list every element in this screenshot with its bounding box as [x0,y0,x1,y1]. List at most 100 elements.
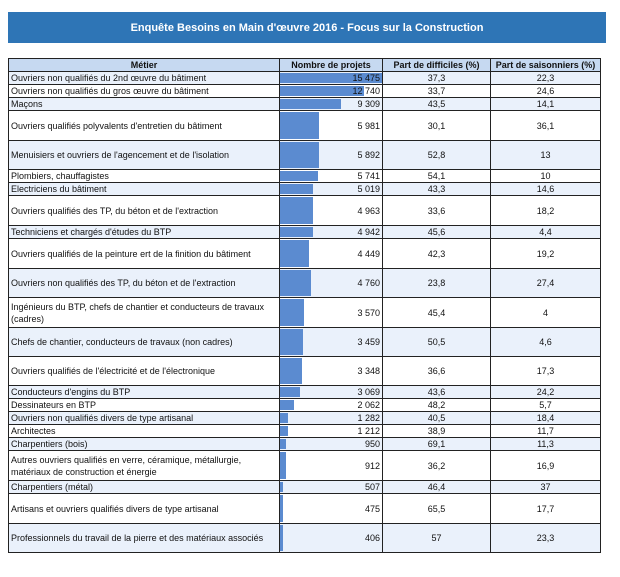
table-row: Charpentiers (bois) 950 69,1 11,3 [8,437,601,451]
data-bar [280,495,284,522]
projets-value: 475 [364,503,380,514]
table-row: Dessinateurs en BTP 2 062 48,2 5,7 [8,398,601,412]
projets-value: 406 [364,533,380,543]
projets-value: 5 981 [357,120,380,131]
data-bar [280,439,287,449]
metier-cell: Ouvriers non qualifiés du 2nd œuvre du b… [8,71,280,85]
metier-cell: Ouvriers qualifiés de l'électricité et d… [8,356,280,386]
difficiles-cell: 23,8 [382,268,491,298]
projets-value: 5 741 [357,171,380,181]
metier-cell: Autres ouvriers qualifiés en verre, céra… [8,450,280,481]
difficiles-cell: 50,5 [382,327,491,357]
data-bar [280,73,382,83]
data-bar [280,99,342,109]
data-bar [280,413,289,423]
table-row: Ingénieurs du BTP, chefs de chantier et … [8,297,601,328]
saisonniers-cell: 18,4 [490,411,601,425]
data-bar [280,227,313,237]
table-body: Ouvriers non qualifiés du 2nd œuvre du b… [8,71,601,553]
saisonniers-cell: 16,9 [490,450,601,481]
data-bar [280,240,310,267]
data-bar [280,329,303,355]
saisonniers-cell: 13 [490,140,601,170]
saisonniers-cell: 24,6 [490,84,601,98]
projets-value: 1 282 [357,413,380,423]
difficiles-cell: 37,3 [382,71,491,85]
data-bar [280,299,304,326]
metier-cell: Ouvriers qualifiés de la peinture ert de… [8,238,280,269]
projets-cell: 3 459 [279,327,383,357]
projets-cell: 912 [279,450,383,481]
difficiles-cell: 54,1 [382,169,491,183]
projets-cell: 1 212 [279,424,383,438]
metier-cell: Ouvriers non qualifiés des TP, du béton … [8,268,280,298]
metier-cell: Techniciens et chargés d'études du BTP [8,225,280,239]
data-bar [280,171,318,181]
data-bar [280,482,284,492]
projets-value: 12 740 [352,86,380,96]
header-projets[interactable]: Nombre de projets [279,58,383,72]
table-row: Charpentiers (métal) 507 46,4 37 [8,480,601,494]
projets-cell: 3 348 [279,356,383,386]
projets-value: 9 309 [357,99,380,109]
table-row: Conducteurs d'engins du BTP 3 069 43,6 24,2 [8,385,601,399]
projets-cell: 5 981 [279,110,383,141]
metier-cell: Charpentiers (métal) [8,480,280,494]
projets-value: 3 348 [357,366,380,376]
saisonniers-cell: 18,2 [490,195,601,226]
saisonniers-cell: 5,7 [490,398,601,412]
metier-cell: Electriciens du bâtiment [8,182,280,196]
header-difficiles[interactable]: Part de difficiles (%) [382,58,491,72]
metier-cell: Dessinateurs en BTP [8,398,280,412]
metier-cell: Ouvriers qualifiés des TP, du béton et d… [8,195,280,226]
projets-cell: 5 892 [279,140,383,170]
saisonniers-cell: 11,7 [490,424,601,438]
difficiles-cell: 43,3 [382,182,491,196]
metier-cell: Maçons [8,97,280,111]
data-bar [280,525,283,551]
table-row: Ouvriers qualifiés polyvalents d'entreti… [8,110,601,141]
difficiles-cell: 40,5 [382,411,491,425]
table-row: Artisans et ouvriers qualifiés divers de… [8,493,601,524]
projets-cell: 4 760 [279,268,383,298]
table-row: Ouvriers non qualifiés divers de type ar… [8,411,601,425]
data-bar [280,400,294,410]
difficiles-cell: 33,7 [382,84,491,98]
projets-cell: 3 570 [279,297,383,328]
table-row: Menuisiers et ouvriers de l'agencement e… [8,140,601,170]
metier-cell: Chefs de chantier, conducteurs de travau… [8,327,280,357]
metier-cell: Ouvriers non qualifiés divers de type ar… [8,411,280,425]
projets-value: 912 [364,460,380,471]
saisonniers-cell: 10 [490,169,601,183]
table-row: Ouvriers non qualifiés des TP, du béton … [8,268,601,298]
projets-cell: 2 062 [279,398,383,412]
header-saisonniers[interactable]: Part de saisonniers (%) [490,58,601,72]
metier-cell: Artisans et ouvriers qualifiés divers de… [8,493,280,524]
difficiles-cell: 42,3 [382,238,491,269]
projets-cell: 9 309 [279,97,383,111]
projets-value: 5 019 [357,184,380,194]
difficiles-cell: 45,4 [382,297,491,328]
projets-value: 4 449 [357,248,380,259]
header-metier[interactable]: Métier [8,58,280,72]
projets-cell: 4 449 [279,238,383,269]
metier-cell: Architectes [8,424,280,438]
difficiles-cell: 46,4 [382,480,491,494]
data-bar [280,387,301,397]
table-title: Enquête Besoins en Main d'œuvre 2016 - F… [8,12,606,43]
header-row: Métier Nombre de projets Part de diffici… [8,58,601,72]
projets-cell: 507 [279,480,383,494]
saisonniers-cell: 4,6 [490,327,601,357]
data-bar [280,426,288,436]
metier-cell: Plombiers, chauffagistes [8,169,280,183]
projets-value: 4 963 [357,205,380,216]
saisonniers-cell: 14,6 [490,182,601,196]
table-row: Autres ouvriers qualifiés en verre, céra… [8,450,601,481]
metier-cell: Menuisiers et ouvriers de l'agencement e… [8,140,280,170]
saisonniers-cell: 24,2 [490,385,601,399]
projets-cell: 4 942 [279,225,383,239]
table-row: Maçons 9 309 43,5 14,1 [8,97,601,111]
difficiles-cell: 69,1 [382,437,491,451]
projets-value: 3 570 [357,307,380,318]
metier-cell: Professionnels du travail de la pierre e… [8,523,280,553]
